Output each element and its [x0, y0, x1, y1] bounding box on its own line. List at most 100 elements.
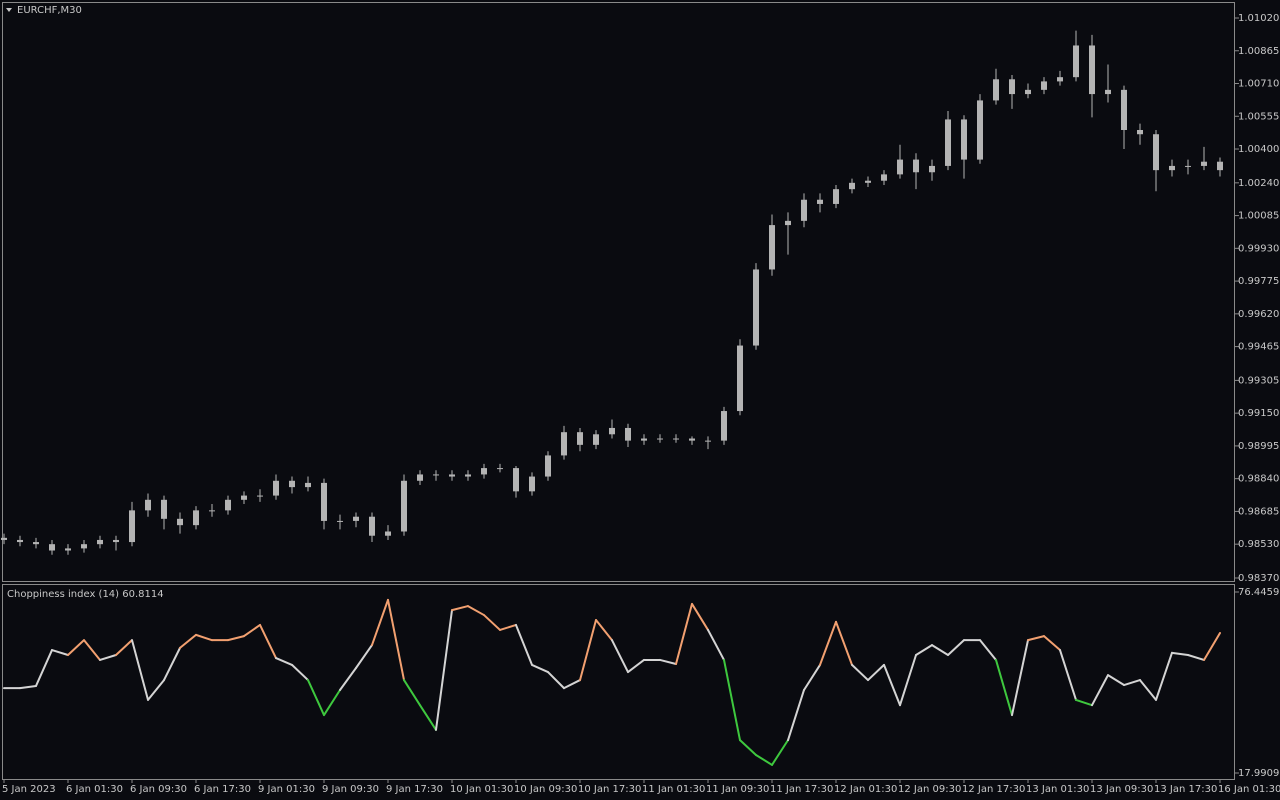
candle-body — [865, 180, 871, 183]
candle-body — [417, 474, 423, 481]
candle-body — [529, 476, 535, 492]
candle-body — [193, 510, 199, 526]
candle-body — [689, 438, 695, 441]
indicator-segment — [19, 684, 37, 690]
candle-body — [705, 440, 711, 442]
indicator-segment — [787, 688, 805, 742]
indicator-segment — [675, 602, 693, 665]
y-tick-label: 17.9909 — [1238, 768, 1279, 779]
candle-body — [801, 199, 807, 221]
candle-body — [897, 159, 903, 175]
candle-body — [1, 537, 7, 540]
indicator-segment — [1091, 674, 1109, 707]
candle-body — [305, 482, 311, 488]
indicator-segment — [755, 754, 773, 766]
indicator-segment — [227, 635, 245, 642]
candle-body — [1121, 89, 1127, 130]
candle-body — [449, 474, 455, 477]
candle-body — [481, 468, 487, 475]
indicator-segment — [707, 628, 725, 661]
candle-body — [209, 510, 215, 512]
indicator-segment — [659, 658, 677, 665]
candle-body — [609, 427, 615, 435]
candle-body — [33, 542, 39, 545]
indicator-segment — [83, 639, 101, 661]
candle-body — [353, 516, 359, 521]
candle-body — [1217, 161, 1223, 171]
y-tick-label: 1.00555 — [1238, 111, 1279, 122]
candle-body — [385, 531, 391, 536]
candle-body — [993, 79, 999, 101]
indicator-segment — [499, 623, 517, 631]
candle-body — [913, 159, 919, 173]
indicator-segment — [51, 649, 69, 657]
candle-body — [1057, 77, 1063, 82]
candle-body — [625, 427, 631, 441]
x-tick-label: 9 Jan 17:30 — [386, 784, 443, 795]
y-tick-label: 0.99150 — [1238, 408, 1279, 419]
x-tick-label: 11 Jan 09:30 — [706, 784, 769, 795]
candle-body — [737, 345, 743, 412]
collapse-icon[interactable] — [6, 8, 12, 12]
indicator-segment — [1027, 635, 1045, 642]
indicator-segment — [291, 663, 309, 682]
candle-body — [1153, 134, 1159, 171]
chart-title: EURCHF,M30 — [17, 5, 82, 16]
indicator-segment — [771, 739, 789, 766]
indicator-segment — [1107, 674, 1125, 687]
candle-body — [129, 510, 135, 543]
candle-body — [1009, 79, 1015, 95]
candle-body — [929, 165, 935, 173]
candle-body — [1073, 45, 1079, 78]
x-tick-label: 6 Jan 17:30 — [194, 784, 251, 795]
x-tick-label: 13 Jan 09:30 — [1090, 784, 1153, 795]
indicator-segment — [163, 646, 181, 682]
candle-body — [849, 182, 855, 190]
x-tick-label: 13 Jan 01:30 — [1026, 784, 1089, 795]
indicator-segment — [1075, 698, 1093, 707]
candle-body — [113, 539, 119, 543]
candle-body — [225, 499, 231, 511]
candle-body — [513, 468, 519, 492]
y-tick-label: 0.98370 — [1238, 573, 1279, 584]
indicator-segment — [803, 663, 821, 691]
indicator-segment — [67, 639, 85, 657]
price-panel-frame — [2, 2, 1235, 582]
candle-body — [1105, 89, 1111, 95]
indicator-segment — [1011, 639, 1029, 717]
indicator-segment — [899, 654, 917, 707]
candle-body — [49, 544, 55, 551]
x-tick-label: 10 Jan 17:30 — [578, 784, 641, 795]
candle-body — [177, 518, 183, 526]
x-tick-label: 9 Jan 09:30 — [322, 784, 379, 795]
candle-body — [561, 432, 567, 456]
indicator-segment — [627, 658, 645, 674]
indicator-segment — [355, 644, 373, 670]
y-tick-label: 0.99775 — [1238, 276, 1279, 287]
indicator-segment — [387, 598, 405, 682]
indicator-panel-frame — [2, 584, 1235, 780]
y-tick-label: 1.01020 — [1238, 13, 1279, 24]
indicator-segment — [931, 644, 949, 657]
indicator-segment — [1139, 679, 1157, 701]
y-tick-label: 0.98840 — [1238, 474, 1279, 485]
candle-body — [401, 480, 407, 532]
indicator-segment — [835, 620, 853, 666]
indicator-segment — [1043, 635, 1061, 652]
x-tick-label: 10 Jan 01:30 — [450, 784, 513, 795]
candle-body — [1041, 81, 1047, 90]
candle-body — [369, 516, 375, 536]
indicator-segment — [995, 658, 1013, 717]
candle-body — [545, 455, 551, 477]
indicator-segment — [323, 688, 341, 717]
indicator-title: Choppiness index (14) 60.8114 — [7, 589, 164, 600]
indicator-segment — [403, 679, 421, 707]
indicator-segment — [611, 639, 629, 674]
indicator-segment — [563, 679, 581, 690]
y-tick-label: 0.99305 — [1238, 375, 1279, 386]
indicator-segment — [147, 679, 165, 701]
indicator-segment — [691, 602, 709, 631]
candle-body — [961, 119, 967, 160]
candle-body — [1025, 89, 1031, 95]
